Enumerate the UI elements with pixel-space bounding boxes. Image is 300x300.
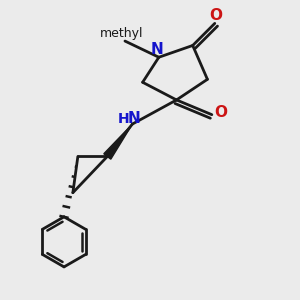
Text: N: N xyxy=(128,111,140,126)
Text: methyl: methyl xyxy=(100,27,144,40)
Text: O: O xyxy=(214,105,227,120)
Polygon shape xyxy=(104,124,132,159)
Text: H: H xyxy=(118,112,129,126)
Text: N: N xyxy=(151,42,164,57)
Text: O: O xyxy=(210,8,223,22)
